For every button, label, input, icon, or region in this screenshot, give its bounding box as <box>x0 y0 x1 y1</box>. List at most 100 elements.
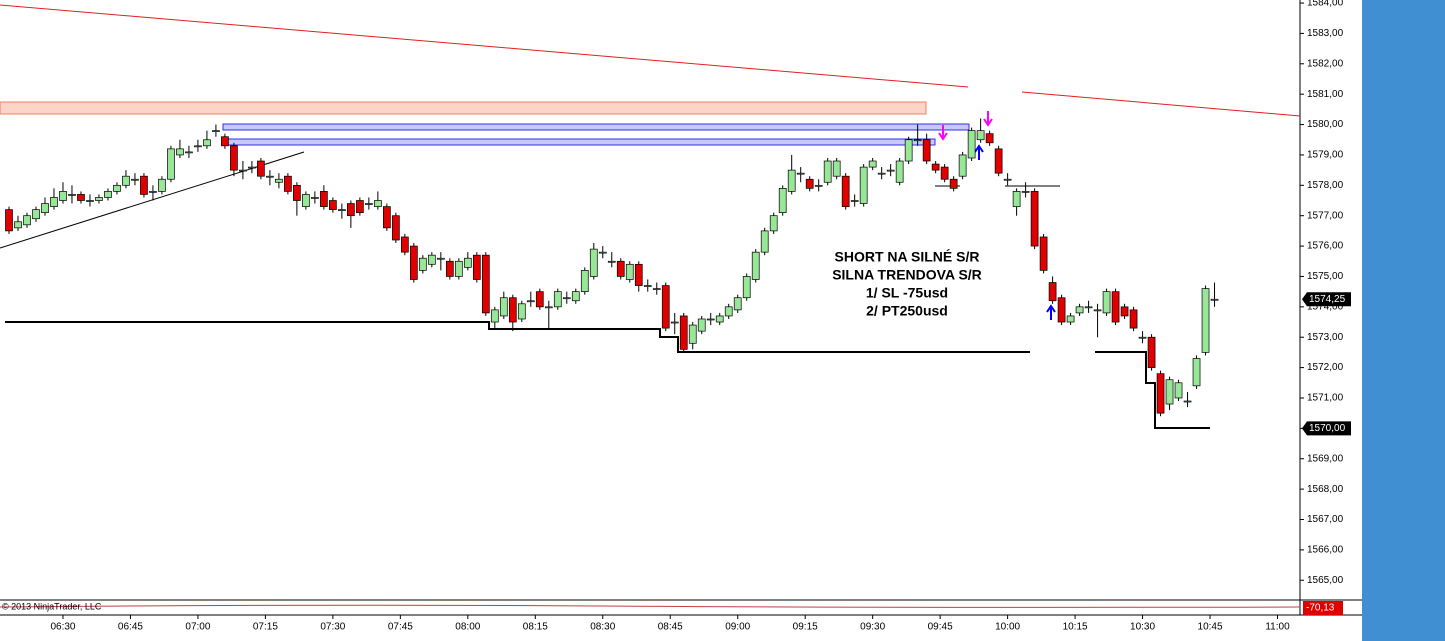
x-tick-label: 08:45 <box>658 622 683 633</box>
price-marker <box>1302 421 1351 436</box>
candle-body <box>1030 191 1039 247</box>
candle-body <box>194 145 202 148</box>
candle-body <box>535 291 544 308</box>
candle-body <box>41 203 49 214</box>
y-tick-label: 1572,00 <box>1307 362 1344 373</box>
x-tick-label: 09:45 <box>928 622 953 633</box>
buy-arrow <box>1046 304 1056 320</box>
candle-body <box>769 215 778 232</box>
candle-body <box>706 318 715 321</box>
x-tick-label: 09:15 <box>793 622 818 633</box>
candle-body <box>149 191 157 193</box>
candle-body <box>23 215 31 226</box>
candle-body <box>1102 291 1111 314</box>
candle-body <box>409 245 418 280</box>
trend-line <box>0 4 969 88</box>
x-tick-label: 06:30 <box>50 622 75 633</box>
y-tick-label: 1565,00 <box>1307 575 1344 586</box>
candle-body <box>481 254 490 314</box>
candle-body <box>5 209 13 232</box>
candle-body <box>427 254 436 265</box>
x-tick-label: 07:00 <box>185 622 210 633</box>
candle-body <box>895 160 904 183</box>
x-tick-label: 07:45 <box>388 622 413 633</box>
y-tick-label: 1566,00 <box>1307 545 1344 556</box>
sr-zone <box>222 123 970 131</box>
candle-body <box>616 260 625 277</box>
candle-body <box>1165 379 1174 405</box>
candle-body <box>1111 291 1120 323</box>
candle-body <box>320 191 328 207</box>
candle-body <box>886 169 895 172</box>
x-tick-label: 06:45 <box>118 622 143 633</box>
x-tick-label: 11:00 <box>1265 622 1290 633</box>
candle-body <box>230 145 238 171</box>
x-tick-label: 07:15 <box>253 622 278 633</box>
indicator-label: -70,13 <box>1306 603 1335 614</box>
candle-body <box>670 321 679 324</box>
candle-body <box>221 136 229 147</box>
candle-body <box>850 200 859 202</box>
candle-body <box>131 178 139 181</box>
candle-body <box>293 184 301 201</box>
candle-body <box>1021 191 1030 193</box>
x-tick-label: 10:30 <box>1130 622 1155 633</box>
candle-body <box>607 260 616 263</box>
candle-body <box>212 130 220 132</box>
x-tick-label: 10:00 <box>995 622 1020 633</box>
candle-body <box>158 178 166 192</box>
y-tick-label: 1568,00 <box>1307 484 1344 495</box>
candle-body <box>68 194 76 196</box>
sr-zone <box>222 138 936 146</box>
candle-body <box>86 200 94 202</box>
annotation: 2/ PT250usd <box>866 303 948 319</box>
price-label: 1570,00 <box>1309 423 1346 434</box>
candle-body <box>823 160 832 183</box>
y-tick-label: 1571,00 <box>1307 393 1344 404</box>
candle-body <box>239 169 247 172</box>
side-panel <box>1362 0 1445 641</box>
candle-body <box>922 139 931 162</box>
candle-body <box>841 175 850 207</box>
candle-body <box>742 276 751 299</box>
candle-body <box>643 285 652 287</box>
trend-line <box>1021 91 1301 117</box>
candle-body <box>338 209 346 211</box>
candle-body <box>1066 315 1075 323</box>
y-tick-label: 1575,00 <box>1307 271 1344 282</box>
buy-arrow <box>974 144 984 160</box>
y-tick-label: 1580,00 <box>1307 119 1344 130</box>
annotation: SILNA TRENDOVA S/R <box>832 267 982 283</box>
candle-body <box>679 315 688 350</box>
candle-body <box>472 254 481 280</box>
y-tick-label: 1581,00 <box>1307 89 1344 100</box>
candle-body <box>329 200 337 210</box>
candle-body <box>1156 373 1165 414</box>
candle-body <box>868 160 877 168</box>
y-tick-label: 1584,00 <box>1307 0 1344 9</box>
candle-body <box>203 139 211 147</box>
x-tick-label: 10:15 <box>1063 622 1088 633</box>
candle-body <box>751 251 760 280</box>
candle-body <box>356 200 364 214</box>
support-line <box>1095 351 1210 429</box>
candle-body <box>517 303 526 320</box>
y-tick-label: 1577,00 <box>1307 210 1344 221</box>
candle-body <box>760 230 769 253</box>
y-tick-label: 1573,00 <box>1307 332 1344 343</box>
candle-body <box>176 148 184 156</box>
candle-body <box>1183 400 1192 403</box>
candle-body <box>140 175 148 195</box>
candle-body <box>1201 288 1210 353</box>
candle-body <box>913 139 922 142</box>
candle-body <box>1120 306 1129 317</box>
x-tick-label: 08:15 <box>523 622 548 633</box>
candle-body <box>715 315 724 323</box>
y-tick-label: 1576,00 <box>1307 241 1344 252</box>
candle-body <box>311 197 319 199</box>
candle-body <box>185 151 193 154</box>
candle-body <box>104 191 112 198</box>
annotation: SHORT NA SILNÉ S/R <box>835 249 980 265</box>
y-tick-label: 1574,00 <box>1307 301 1344 312</box>
